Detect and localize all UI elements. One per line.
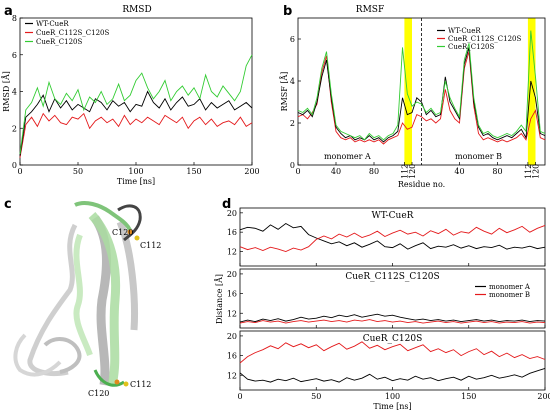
rmsf-x-tick-label: 120 [408,164,417,179]
rmsd-series-cuer-c120s [19,54,253,155]
distance-x-tick-label: 50 [311,392,321,401]
rmsf-highlight-band [527,18,536,165]
rmsf-series-cuer-c112s-c120s [297,51,546,145]
rmsd-x-tick-label: 150 [186,167,201,176]
distance-x-tick-label: 0 [237,392,242,401]
distance-legend-label: monomer B [489,291,530,299]
gray-loop-lower [13,333,62,377]
green-helix-short [73,233,93,357]
rmsd-title: RMSD [122,5,151,15]
rmsd-legend-label: WT-CueR [36,20,69,28]
distance-y-axis-label: Distance [Å] [215,274,224,324]
distance-series-monomer-B [239,224,546,252]
rmsf-x-tick-label: 112 [400,164,409,179]
rmsf-x-tick-label: 40 [454,167,464,176]
panel-letter-a: a [4,4,13,19]
rmsf-y-tick-label: 4 [290,77,295,86]
distance-y-tick-label: 16 [227,228,237,237]
distance-series-monomer-A [239,367,546,383]
rmsd-series-cuer-c112s-c120s [19,112,253,158]
rmsf-annotation-monomer-b: monomer B [455,152,502,161]
rmsf-x-axis-label: Residue no. [398,180,445,189]
cysteine-c112-top-marker [134,235,140,241]
distance-y-tick-label: 16 [227,290,237,299]
rmsf-series-cuer-c120s [297,30,546,141]
rmsf-y-axis-label: RMSF [Å] [280,72,289,112]
gray-helix-right [116,220,138,331]
distance-plots: 12 16 20 WT-CueR 12 16 20 CueR_C112S_C120Smonom… [215,207,550,411]
green-loop-top [74,201,132,231]
rmsd-x-axis-label: Time [ns] [117,177,155,186]
rmsd-y-axis-label: RMSD [Å] [2,71,11,112]
rmsf-legend-label: WT-CueR [448,27,481,35]
label-c120-bottom: C120 [88,389,109,398]
rmsd-x-tick-label: 0 [17,167,22,176]
rmsf-title: RMSF [356,5,384,15]
rmsd-y-tick-label: 6 [12,51,17,60]
distance-y-tick-label: 20 [227,270,237,279]
rmsf-x-tick-label: 112 [524,164,533,179]
rmsd-x-tick-label: 50 [73,167,83,176]
dark-loop-top [117,204,142,242]
distance-x-axis-label: Time [ns] [373,402,411,411]
rmsd-y-tick-label: 0 [12,161,17,170]
gray-loop-left [27,223,78,376]
cuer-structure-illustration: C120 C112 C120 C112 [13,201,161,398]
rmsd-plot: 0 50 100 150 200 0 2 4 6 8 Time [ns] RMSD [Å] WT-Cue… [2,14,260,186]
distance-series-monomer-B [239,319,546,324]
rmsf-highlight-band [404,18,412,165]
label-c120-top: C120 [112,228,133,237]
distance-x-tick-label: 150 [461,392,476,401]
label-c112-top: C112 [140,241,161,250]
distance-x-tick-label: 100 [385,392,400,401]
cysteine-c120-top-marker [127,229,133,235]
rmsd-y-tick-label: 2 [12,124,17,133]
rmsd-legend-label: CueR_C112S_C120S [36,29,110,37]
distance-y-tick-label: 12 [227,371,237,380]
distance-y-tick-label: 16 [227,352,237,361]
rmsf-legend-label: CueR_C120S [448,43,494,51]
panel-letter-d: d [222,197,231,212]
rmsd-series-wt-cuer [19,90,253,156]
rmsf-x-tick-label: 80 [492,167,502,176]
rmsf-series-wt-cuer [297,47,546,143]
rmsd-legend-label: CueR_C120S [36,38,82,46]
distance-y-tick-label: 12 [227,248,237,257]
green-loop-bottom [93,369,125,387]
distance-legend-label: monomer A [489,283,531,291]
rmsf-y-tick-label: 6 [290,35,295,44]
distance-subplot-title: CueR_C120S [363,334,423,344]
rmsd-y-tick-label: 8 [12,14,17,23]
rmsf-x-tick-label: 120 [532,164,541,179]
distance-x-tick-label: 200 [537,392,550,401]
rmsd-x-tick-label: 100 [128,167,143,176]
panel-letter-b: b [283,4,292,19]
rmsd-y-tick-label: 4 [12,88,17,97]
rmsf-plot-frame [297,17,546,166]
distance-series-monomer-A [239,222,546,250]
rmsf-y-tick-label: 2 [290,119,295,128]
distance-y-tick-label: 20 [227,209,237,218]
rmsf-legend-label: CueR_C112S_C120S [448,35,522,43]
green-helix-long [88,211,121,387]
cysteine-c112-bottom-marker [123,381,129,387]
rmsf-x-tick-label: 0 [295,167,300,176]
rmsf-x-tick-label: 80 [369,167,379,176]
distance-series-monomer-B [239,341,546,364]
distance-y-tick-label: 20 [227,332,237,341]
rmsf-y-tick-label: 0 [290,161,295,170]
cysteine-c120-bottom-marker [114,379,120,385]
distance-subplot-title: CueR_C112S_C120S [345,272,439,282]
label-c112-bottom: C112 [130,380,151,389]
distance-subplot-title: WT-CueR [372,211,414,221]
distance-y-tick-label: 12 [227,309,237,318]
rmsd-x-tick-label: 200 [244,167,259,176]
panel-letter-c: c [4,197,12,212]
distance-series-monomer-A [239,313,546,323]
rmsf-annotation-monomer-a: monomer A [324,152,371,161]
gray-coil [43,337,82,374]
rmsf-x-tick-label: 40 [331,167,341,176]
